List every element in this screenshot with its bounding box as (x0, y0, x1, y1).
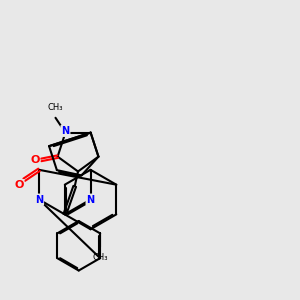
Text: N: N (61, 126, 70, 136)
Text: O: O (15, 180, 24, 190)
Text: CH₃: CH₃ (48, 103, 63, 112)
Text: N: N (86, 194, 94, 205)
Text: O: O (31, 155, 40, 165)
Text: CH₃: CH₃ (92, 253, 108, 262)
Text: N: N (35, 194, 43, 205)
